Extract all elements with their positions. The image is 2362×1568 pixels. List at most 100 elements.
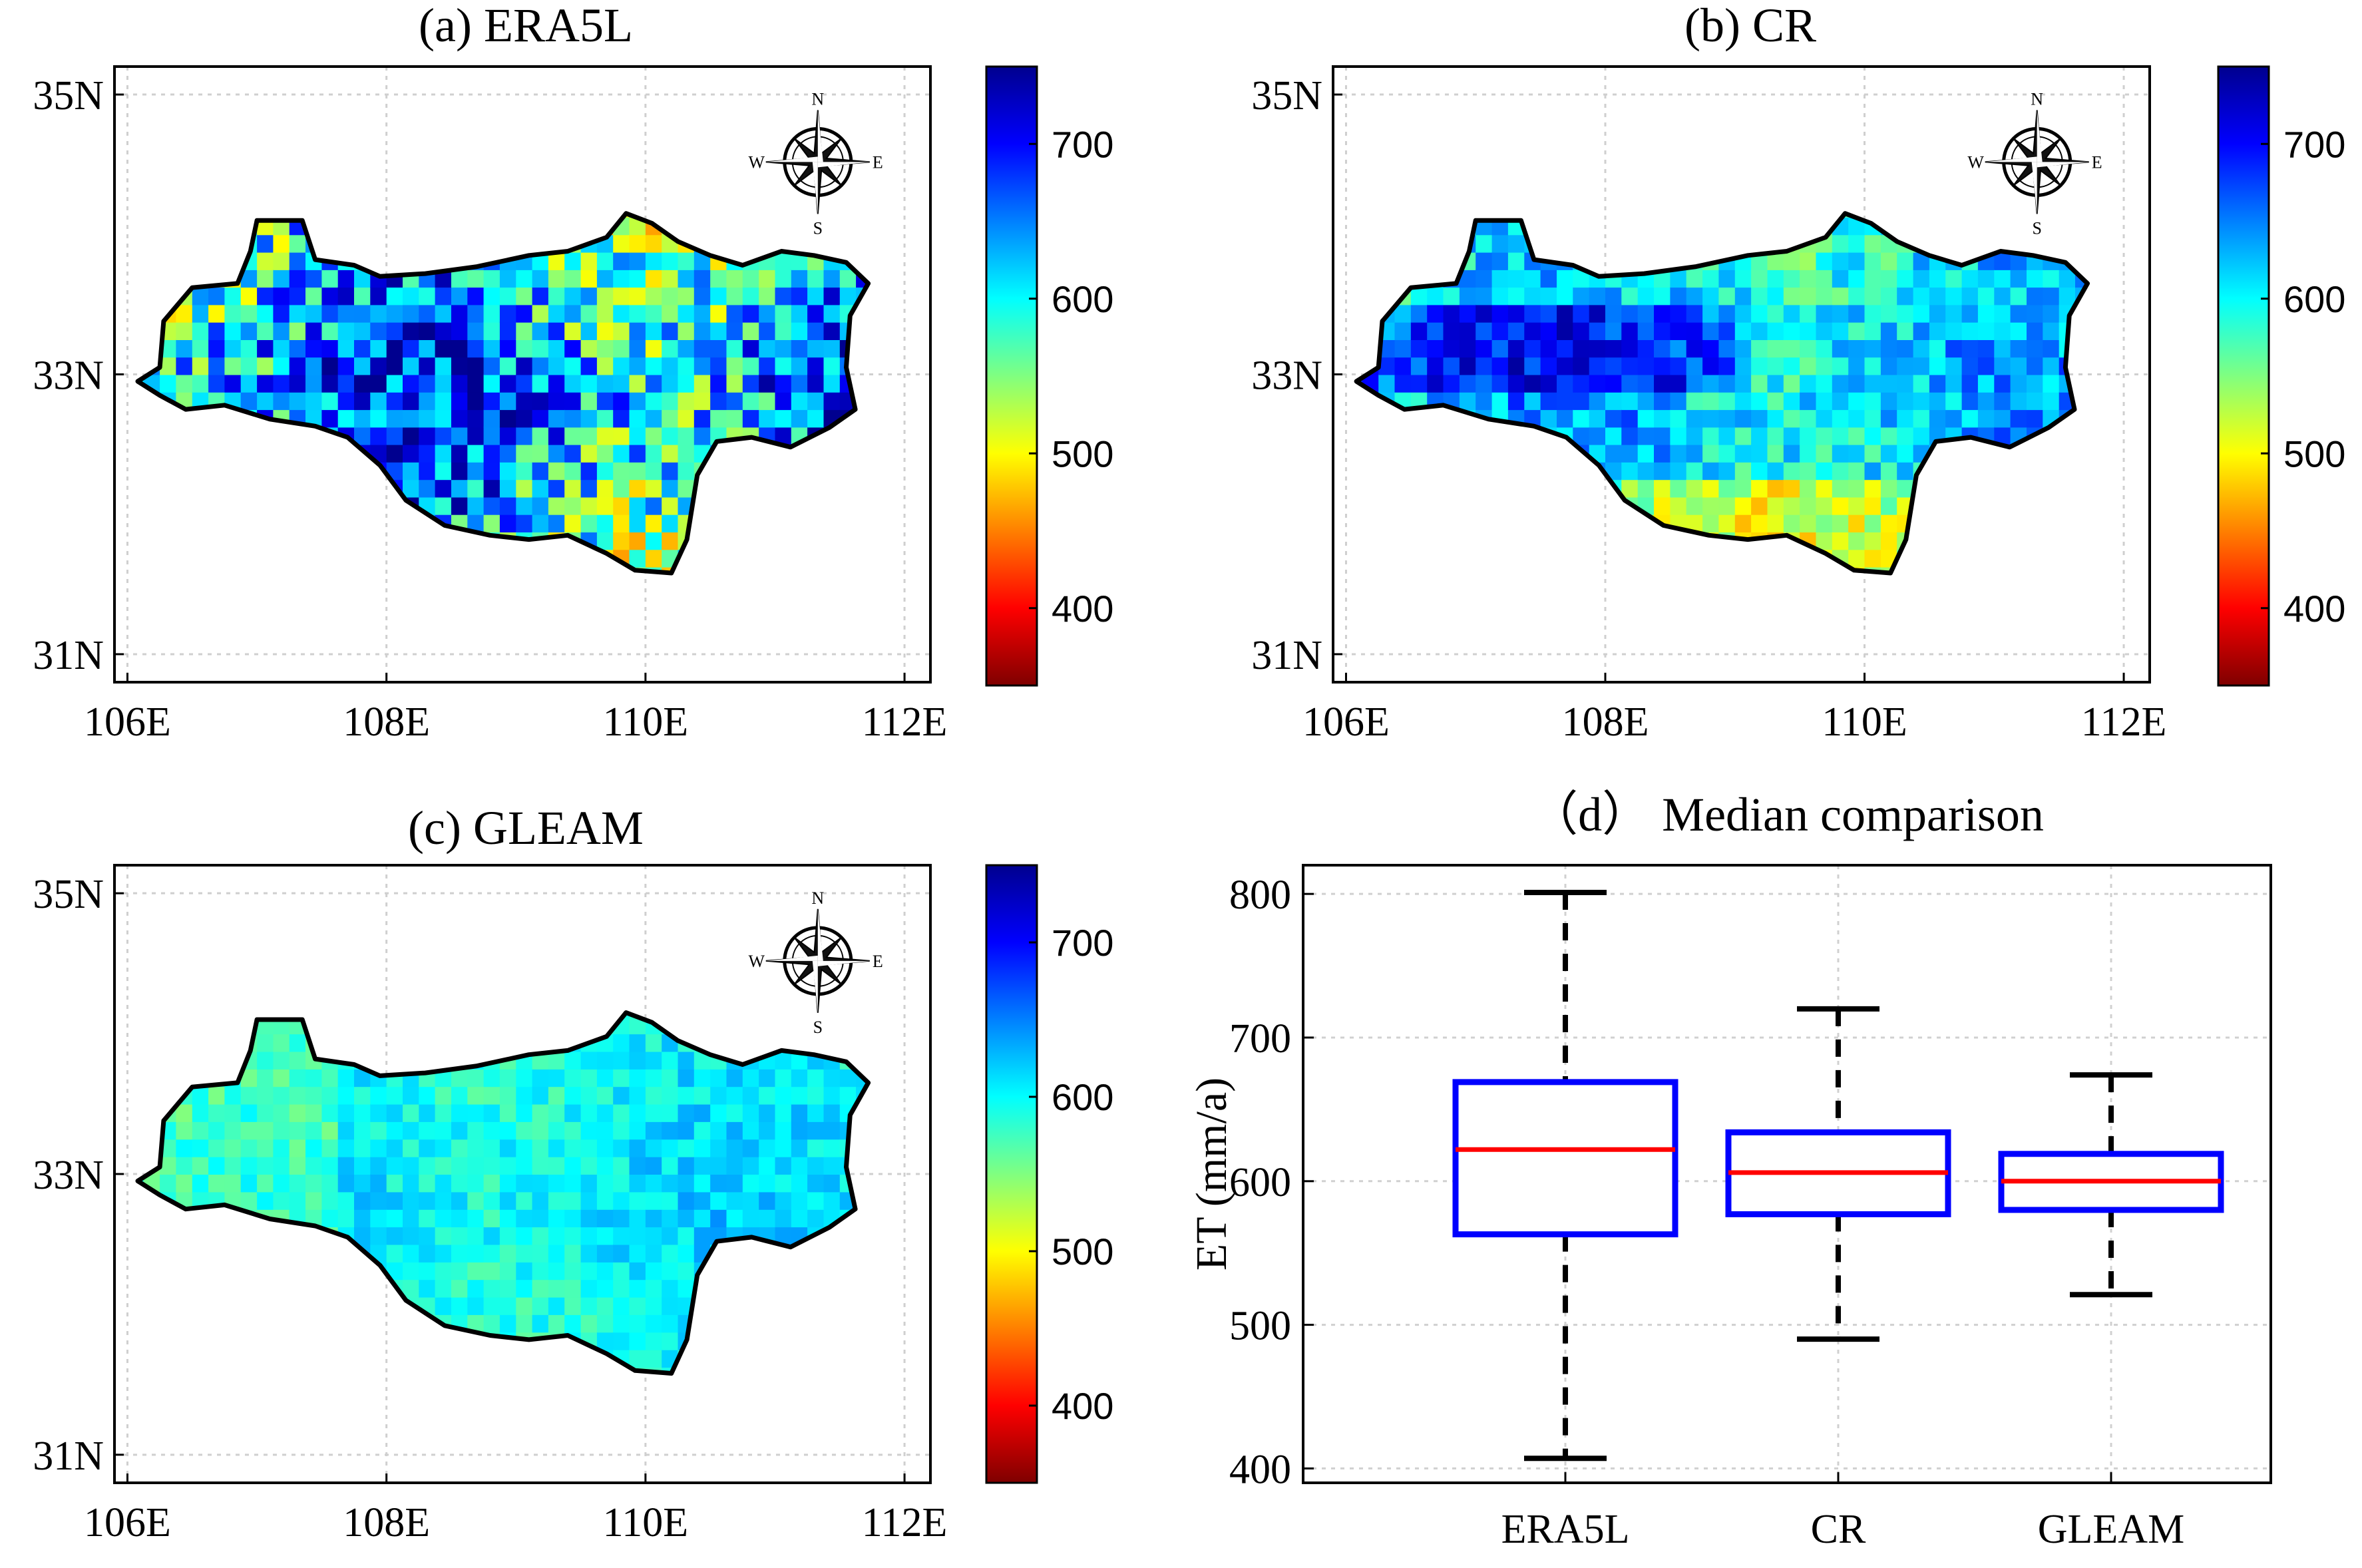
heatmap-cell	[516, 1174, 533, 1193]
heatmap-cell	[240, 1314, 258, 1333]
heatmap-cell	[208, 1121, 226, 1140]
heatmap-cell	[224, 213, 242, 218]
heatmap-cell	[143, 461, 161, 481]
heatmap-cell	[807, 1086, 825, 1105]
heatmap-cell	[138, 1209, 144, 1228]
heatmap-cell	[386, 1016, 403, 1035]
heatmap-cell	[1573, 321, 1590, 340]
heatmap-cell	[483, 321, 500, 340]
heatmap-cell	[273, 1332, 290, 1350]
heatmap-cell	[629, 549, 646, 568]
heatmap-cell	[1589, 357, 1606, 375]
heatmap-cell	[1767, 409, 1784, 428]
heatmap-cell	[759, 374, 776, 393]
heatmap-cell	[759, 532, 776, 550]
heatmap-cell	[1476, 252, 1493, 270]
heatmap-cell	[176, 566, 193, 573]
heatmap-cell	[337, 1016, 355, 1035]
heatmap-cell	[742, 269, 760, 288]
heatmap-cell	[516, 1016, 533, 1035]
heatmap-cell	[2043, 213, 2060, 218]
heatmap-cell	[1394, 532, 1412, 550]
heatmap-cell	[548, 1367, 566, 1374]
heatmap-cell	[1356, 252, 1363, 270]
heatmap-cell	[516, 1209, 533, 1228]
heatmap-cell	[629, 496, 646, 515]
heatmap-cell	[2091, 496, 2108, 514]
heatmap-cell	[1897, 304, 1914, 323]
compass-highlight	[2037, 162, 2089, 168]
heatmap-cell	[823, 1279, 841, 1298]
heatmap-cell	[257, 234, 274, 253]
heatmap-cell	[1848, 252, 1866, 270]
heatmap-cell	[1378, 427, 1396, 445]
heatmap-cell	[337, 479, 355, 498]
heatmap-cell	[337, 1103, 355, 1122]
heatmap-cell	[856, 1349, 869, 1368]
heatmap-cell	[467, 234, 485, 253]
heatmap-cell	[2075, 479, 2088, 498]
heatmap-cell	[386, 1121, 403, 1140]
heatmap-cell	[872, 392, 888, 410]
heatmap-cell	[224, 1086, 242, 1105]
heatmap-cell	[516, 1034, 533, 1052]
heatmap-cell	[710, 374, 727, 393]
heatmap-cell	[240, 1227, 258, 1245]
heatmap-cell	[1977, 339, 1995, 358]
heatmap-cell	[532, 461, 549, 481]
heatmap-cell	[499, 461, 517, 481]
heatmap-cell	[1356, 496, 1363, 515]
heatmap-cell	[629, 287, 646, 305]
heatmap-cell	[467, 1139, 485, 1157]
heatmap-cell	[580, 269, 598, 288]
heatmap-cell	[645, 1156, 663, 1175]
heatmap-cell	[1394, 217, 1412, 236]
heatmap-cell	[403, 234, 420, 253]
heatmap-cell	[807, 514, 825, 532]
heatmap-cell	[1476, 532, 1493, 550]
heatmap-cell	[613, 1051, 630, 1070]
heatmap-cell	[596, 357, 614, 375]
heatmap-cell	[240, 566, 258, 573]
heatmap-cell	[386, 1103, 403, 1122]
heatmap-cell	[403, 566, 420, 573]
heatmap-cell	[240, 339, 258, 358]
heatmap-cell	[662, 374, 679, 393]
heatmap-cell	[564, 1121, 582, 1140]
heatmap-cell	[710, 461, 727, 481]
heatmap-cell	[337, 514, 355, 532]
heatmap-cell	[257, 1051, 274, 1070]
heatmap-cell	[176, 213, 193, 218]
heatmap-cell	[532, 213, 549, 218]
heatmap-cell	[192, 461, 210, 481]
heatmap-cell	[2091, 270, 2108, 288]
heatmap-cell	[532, 1103, 549, 1122]
heatmap-cell	[1718, 566, 1736, 573]
heatmap-cell	[662, 213, 679, 218]
heatmap-cell	[791, 1068, 809, 1087]
heatmap-cell	[1427, 304, 1444, 323]
heatmap-cell	[596, 1012, 614, 1017]
heatmap-cell	[1961, 566, 1979, 573]
heatmap-cell	[1670, 391, 1687, 411]
heatmap-cell	[1378, 217, 1396, 236]
heatmap-cell	[872, 1139, 888, 1157]
heatmap-cell	[1783, 374, 1801, 393]
heatmap-cell	[289, 391, 306, 411]
heatmap-cell	[435, 1012, 452, 1017]
heatmap-cell	[807, 1279, 825, 1298]
heatmap-cell	[1540, 566, 1557, 573]
heatmap-cell	[1589, 321, 1606, 340]
heatmap-cell	[791, 479, 809, 498]
heatmap-cell	[1573, 496, 1590, 515]
heatmap-cell	[1977, 496, 1995, 515]
heatmap-cell	[160, 234, 177, 253]
heatmap-cell	[435, 1244, 452, 1263]
heatmap-cell	[1621, 304, 1639, 323]
heatmap-cell	[1507, 374, 1525, 393]
heatmap-cell	[1524, 339, 1541, 358]
heatmap-cell	[1929, 479, 1947, 498]
heatmap-cell	[370, 234, 387, 253]
heatmap-cell	[1800, 339, 1817, 358]
heatmap-cell	[1702, 549, 1720, 568]
